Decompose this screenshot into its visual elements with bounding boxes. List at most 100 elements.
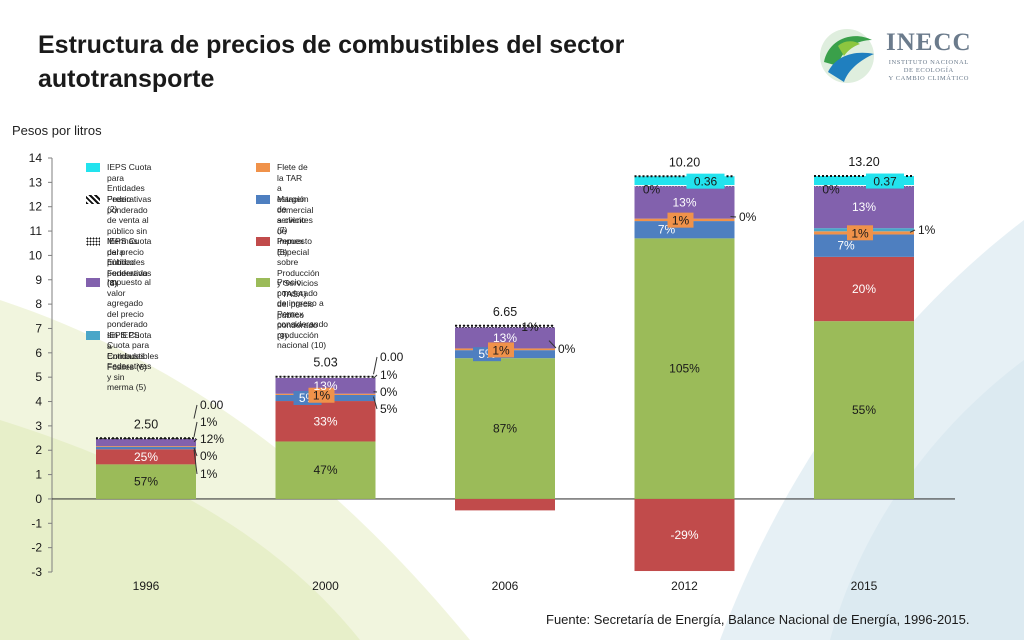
data-label-box-ieps-estados (866, 173, 904, 189)
x-tick-label: 2015 (851, 579, 878, 593)
dotted-swatch-icon (86, 237, 100, 246)
y-axis-title: Pesos por litros (12, 123, 102, 138)
y-tick-label: 10 (29, 248, 43, 262)
bar-segment-iva (814, 186, 914, 229)
orange-swatch-icon (256, 163, 270, 172)
bar-segment-ieps_estados (814, 176, 914, 186)
y-tick-label: 0 (35, 492, 42, 506)
logo-subtitle-line: Y CAMBIO CLIMÁTICO (888, 75, 970, 82)
data-label-iva: 13% (672, 195, 696, 209)
x-tick-label: 1996 (133, 579, 160, 593)
y-tick-label: 11 (30, 224, 43, 238)
bar-segment-mermas (634, 185, 735, 187)
logo-subtitle-line: DE ECOLOGÍA (903, 67, 954, 74)
data-label-flete: 1% (492, 343, 510, 357)
annotation-label: 0% (739, 210, 757, 224)
teal-swatch-icon (86, 331, 100, 340)
data-label-flete: 1% (313, 389, 331, 403)
annotation-leader-line (730, 215, 737, 218)
page-title: Estructura de precios de combustibles de… (38, 31, 625, 93)
bar-segment-ieps_estados (634, 176, 735, 186)
annotation-leader-line (373, 396, 378, 410)
bar-segment-mermas (814, 185, 914, 187)
annotation-leader-line (909, 229, 916, 233)
data-label-ingreso_pemex: 55% (852, 403, 876, 417)
legend-label: Impuesto Especial sobre Producción y Ser… (277, 236, 320, 341)
data-label-iva: 13% (493, 331, 517, 345)
data-label-ieps-estados: 0.37 (873, 175, 897, 189)
bar-segment-iva (96, 438, 196, 447)
annotation-leader-line (193, 449, 198, 475)
y-tick-label: -2 (31, 541, 42, 555)
y-tick-label: 7 (35, 321, 42, 335)
total-label: 6.65 (493, 305, 517, 319)
annotation-label: 5% (380, 402, 398, 416)
legend-label: IEPS Cuota para Entidades Federativas (2… (107, 162, 152, 214)
bar-segment-ingreso_pemex (634, 238, 735, 499)
annotation-label: 1% (200, 415, 218, 429)
red-swatch-icon (256, 237, 270, 246)
annotation-label: 0.00 (200, 398, 224, 412)
y-tick-label: 14 (29, 151, 43, 165)
bar-segment-ieps_tasa (275, 401, 376, 442)
annotation-label: 1% (918, 223, 936, 237)
y-tick-label: 2 (35, 443, 42, 457)
annotation-leader-line (193, 447, 198, 457)
data-label-iva: 13% (852, 200, 876, 214)
data-label-flete: 1% (672, 214, 690, 228)
bar-segment-ingreso_pemex (455, 358, 555, 499)
y-tick-label: 8 (35, 297, 42, 311)
annotation-label: 0% (200, 449, 218, 463)
purple-swatch-icon (86, 278, 100, 287)
source-note: Fuente: Secretaría de Energía, Balance N… (546, 612, 970, 627)
data-label-margen: 7% (837, 239, 855, 253)
total-label: 10.20 (669, 155, 700, 169)
data-label-flete: 1% (851, 226, 869, 240)
annotation-leader-line (193, 404, 198, 419)
data-label-ingreso_pemex: 57% (134, 475, 158, 489)
legend-label: Mermas del precio público ponderado (4) (107, 236, 148, 288)
bar-segment-iva (275, 377, 376, 394)
inecc-logo-icon (820, 29, 874, 83)
y-tick-label: 13 (29, 175, 43, 189)
bar-segment-ingreso_pemex (96, 464, 196, 499)
logo-subtitle-line: INSTITUTO NACIONAL (888, 59, 969, 66)
data-label-box-margen (832, 238, 860, 253)
inner-top-label: 0% (822, 183, 840, 197)
annotation-leader-line (373, 356, 378, 375)
green-swatch-icon (256, 278, 270, 287)
data-label-ieps_tasa: 25% (134, 450, 158, 464)
dash-swatch-icon (86, 195, 100, 204)
y-tick-label: -3 (31, 565, 42, 579)
chart-legend: IEPS Cuota para Entidades Federativas (2… (86, 162, 426, 392)
data-label-ingreso_pemex: 87% (493, 422, 517, 436)
data-label-ieps_tasa: -29% (670, 528, 698, 542)
legend-label: Precio ponderado de venta al público sin… (107, 194, 152, 288)
legend-label: Flete de la TAR a estación de servicio (… (277, 162, 309, 235)
total-label: 5.03 (313, 356, 337, 370)
y-tick-label: 12 (29, 200, 43, 214)
data-label-box-flete (488, 342, 514, 358)
total-label: 13.20 (848, 155, 879, 169)
data-label-box-flete (667, 212, 694, 228)
y-tick-label: 3 (35, 419, 42, 433)
legend-label: Margen comercial a clientes de Pemex (8) (277, 194, 314, 257)
legend-label: Precio ponderado de ingreso a Pemex cons… (277, 277, 329, 350)
blue-swatch-icon (256, 195, 270, 204)
x-tick-label: 2000 (312, 579, 339, 593)
y-tick-label: 6 (35, 346, 42, 360)
y-tick-label: 5 (35, 370, 42, 384)
annotation-label: 1% (521, 320, 539, 334)
bar-segment-ieps_tasa (814, 256, 914, 322)
data-label-box-flete (847, 225, 873, 241)
annotation-leader-line (548, 340, 557, 349)
bar-segment-ingreso_pemex (275, 441, 376, 499)
x-tick-label: 2006 (492, 579, 519, 593)
y-tick-label: 4 (35, 395, 42, 409)
data-label-ieps_tasa: 33% (313, 414, 337, 428)
inner-top-label: 0% (643, 183, 661, 197)
bar-segment-iva (455, 327, 555, 349)
bar-segment-ingreso_pemex (814, 321, 914, 499)
data-label-box-ieps-estados (686, 173, 725, 189)
